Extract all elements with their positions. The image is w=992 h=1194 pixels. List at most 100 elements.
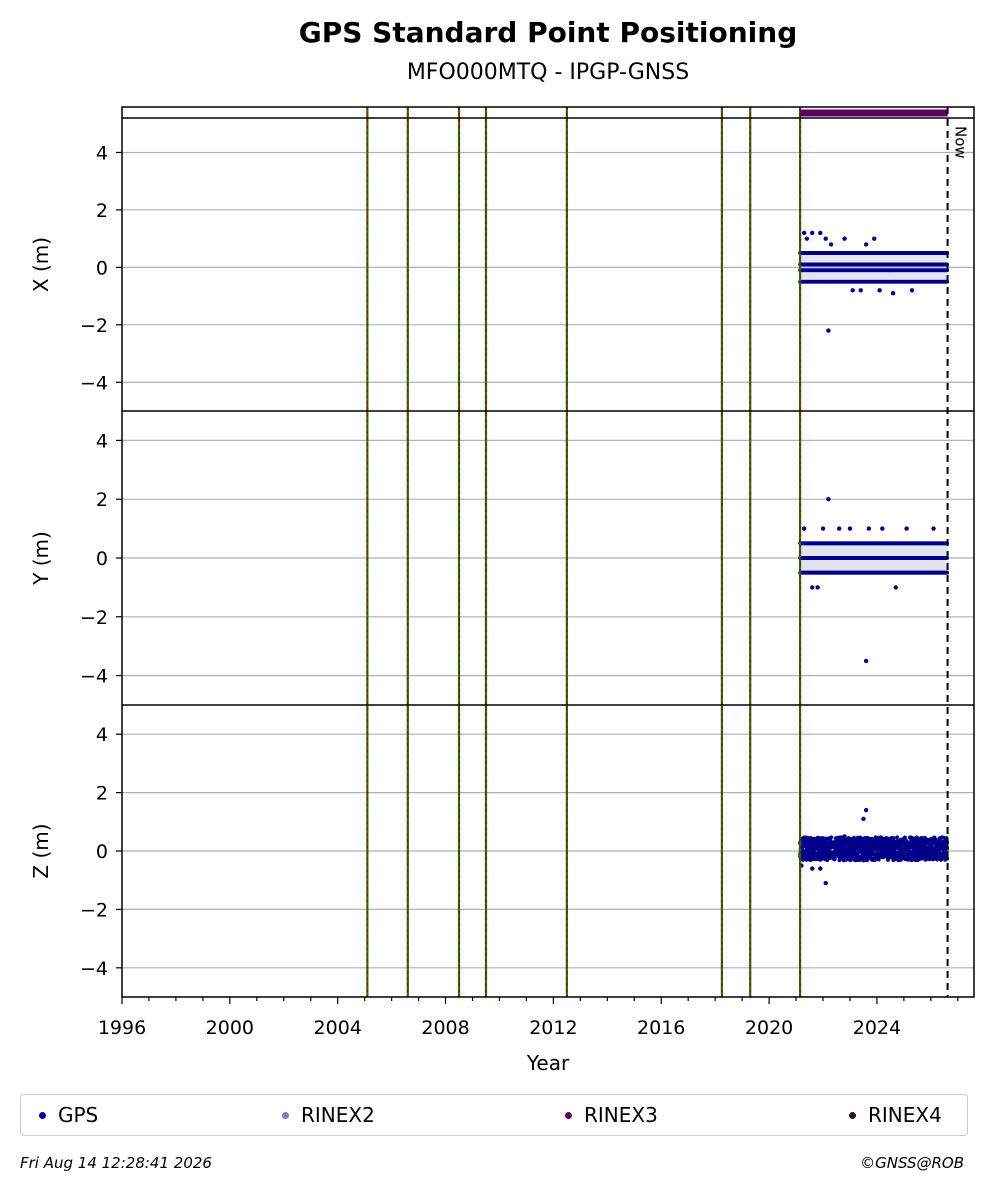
- data-point-outlier: [842, 236, 847, 241]
- legend-item-gps: GPS: [39, 1103, 98, 1127]
- data-point-outlier: [909, 288, 915, 293]
- legend-marker-rinex2: [282, 1111, 289, 1119]
- y-tick-label: −2: [80, 899, 108, 921]
- data-point-outlier: [842, 834, 847, 839]
- data-point-outlier: [826, 328, 831, 333]
- data-point: [929, 842, 934, 847]
- data-series-gps: [798, 497, 950, 664]
- data-point-outlier: [863, 242, 869, 247]
- data-point-outlier: [872, 236, 877, 241]
- y-tick-label: 4: [96, 724, 108, 746]
- data-point: [934, 845, 938, 850]
- footer-credit: ©GNSS@ROB: [860, 1154, 964, 1172]
- data-point-outlier: [801, 230, 807, 236]
- data-point-outlier: [904, 526, 909, 531]
- chart-plot: −4 −2 0 2 4 X (m) −4 −2 0 2 4 Y (m) −4 −2 0 2 4 Z (m) Now 1…: [29, 106, 975, 1075]
- legend-label-gps: GPS: [58, 1103, 99, 1127]
- y-axis-label: Y (m): [29, 531, 53, 586]
- data-point-outlier: [801, 526, 807, 531]
- legend-marker-gps: [39, 1111, 46, 1119]
- data-point-outlier: [810, 866, 815, 871]
- data-band: [800, 253, 948, 282]
- data-point-outlier: [836, 526, 842, 531]
- y-tick-label: −4: [80, 666, 108, 688]
- data-point-outlier: [847, 526, 853, 531]
- legend-marker-rinex4: [849, 1111, 856, 1119]
- x-tick-label: 2024: [853, 1017, 901, 1039]
- data-point-outlier: [850, 288, 855, 293]
- data-point-outlier: [893, 585, 899, 590]
- x-tick-label: 2008: [421, 1017, 469, 1039]
- x-tick-label: 1996: [98, 1017, 146, 1039]
- x-axis-label: Year: [526, 1051, 570, 1075]
- x-tick-label: 2000: [206, 1017, 254, 1039]
- data-point-outlier: [810, 230, 815, 236]
- data-point: [945, 845, 950, 850]
- data-point: [901, 850, 906, 855]
- y-tick-label: 2: [96, 489, 108, 511]
- data-point: [891, 836, 896, 841]
- data-point-outlier: [815, 585, 820, 590]
- data-point-outlier: [828, 242, 834, 247]
- data-point-outlier: [890, 291, 896, 296]
- data-point: [860, 842, 865, 847]
- y-tick-label: −4: [80, 958, 108, 980]
- legend-label-rinex4: RINEX4: [868, 1103, 942, 1127]
- y-tick-label: 2: [96, 783, 108, 805]
- y-tick-label: 4: [96, 142, 108, 164]
- data-point-outlier: [818, 866, 823, 871]
- legend-marker-rinex3: [565, 1111, 572, 1119]
- data-point-outlier: [858, 288, 863, 293]
- data-point-outlier: [877, 288, 882, 293]
- data-point: [903, 835, 907, 840]
- legend-item-rinex2: RINEX2: [282, 1103, 375, 1127]
- data-point-outlier: [818, 230, 823, 236]
- y-tick-label: −2: [80, 315, 108, 337]
- data-point-outlier: [823, 236, 828, 241]
- x-tick-label: 2020: [745, 1017, 793, 1039]
- data-point: [944, 836, 949, 840]
- data-point: [871, 837, 876, 842]
- data-series-gps: [798, 230, 950, 333]
- data-point-outlier: [820, 526, 826, 531]
- footer-timestamp: Fri Aug 14 12:28:41 2026: [20, 1154, 212, 1172]
- y-axis-label: Z (m): [29, 823, 53, 878]
- x-tick-label: 2012: [529, 1017, 577, 1039]
- legend-label-rinex3: RINEX3: [584, 1103, 658, 1127]
- y-tick-label: 4: [96, 430, 108, 452]
- data-point: [907, 840, 912, 845]
- data-point-outlier: [931, 526, 936, 531]
- data-point-outlier: [861, 816, 866, 822]
- data-point: [833, 856, 837, 861]
- x-tick-label: 2016: [637, 1017, 685, 1039]
- data-point-outlier: [880, 526, 885, 531]
- legend-item-rinex3: RINEX3: [565, 1103, 658, 1127]
- y-tick-label: 2: [96, 200, 108, 222]
- axes-frame: [121, 106, 975, 998]
- data-point-outlier: [863, 658, 869, 664]
- data-point-outlier: [804, 236, 810, 241]
- y-tick-label: 0: [96, 841, 108, 863]
- data-point-outlier: [866, 526, 872, 531]
- data-point-outlier: [810, 585, 815, 590]
- y-tick-label: −2: [80, 607, 108, 629]
- data-point-outlier: [823, 880, 828, 886]
- data-point: [814, 852, 819, 857]
- y-tick-label: 0: [96, 257, 108, 279]
- x-tick-label: 2004: [314, 1017, 362, 1039]
- data-point: [945, 570, 950, 575]
- now-label: Now: [952, 126, 970, 159]
- legend-item-rinex4: RINEX4: [849, 1103, 942, 1127]
- chart-title: GPS Standard Point Positioning: [298, 16, 798, 49]
- legend-label-rinex2: RINEX2: [301, 1103, 375, 1127]
- y-tick-label: −4: [80, 372, 108, 394]
- legend: GPS RINEX2 RINEX3 RINEX4: [20, 1094, 968, 1136]
- data-point-outlier: [826, 497, 831, 502]
- data-series-gps: [798, 807, 950, 886]
- chart-subtitle: MFO000MTQ - IPGP-GNSS: [406, 60, 690, 85]
- data-point: [829, 835, 834, 840]
- data-point: [826, 836, 831, 841]
- data-point-outlier: [863, 807, 869, 813]
- y-tick-label: 0: [96, 548, 108, 570]
- data-point: [895, 835, 900, 840]
